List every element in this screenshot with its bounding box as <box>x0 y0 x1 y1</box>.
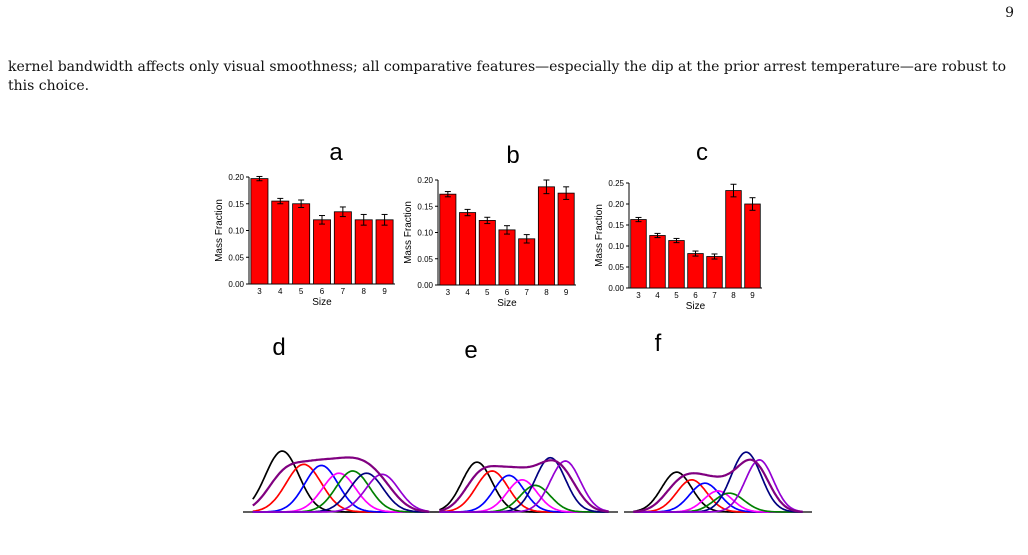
y-tick-label: 0.15 <box>608 221 624 230</box>
bar-c-5 <box>668 240 685 289</box>
y-tick-label: 0.05 <box>417 255 433 264</box>
bar-c-6 <box>687 253 704 289</box>
x-axis-title: Size <box>312 297 332 308</box>
x-tick-label: 7 <box>524 288 529 297</box>
y-tick-label: 0.20 <box>417 176 433 185</box>
x-tick-label: 9 <box>382 287 387 296</box>
bar-a-7 <box>333 211 352 285</box>
y-tick-label: 0.15 <box>417 202 433 211</box>
bar-a-5 <box>292 203 311 285</box>
component-curve-7 <box>633 459 803 513</box>
x-tick-label: 6 <box>505 288 510 297</box>
envelope-curve <box>252 456 430 513</box>
x-axis-title: Size <box>497 298 517 309</box>
panel-letter-b: b <box>506 142 519 169</box>
bar-a-3 <box>250 178 269 285</box>
panel-letter-f: f <box>655 330 662 357</box>
component-curve-5 <box>252 470 430 513</box>
bar-b-5 <box>478 220 496 286</box>
x-tick-label: 5 <box>299 287 304 296</box>
y-axis-title: Mass Fraction <box>403 201 414 264</box>
bar-c-7 <box>706 256 723 289</box>
y-tick-label: 0.00 <box>417 281 433 290</box>
y-tick-label: 0.10 <box>417 229 433 238</box>
x-tick-label: 4 <box>278 287 283 296</box>
x-tick-label: 8 <box>544 288 549 297</box>
x-tick-label: 9 <box>564 288 569 297</box>
y-axis-title: Mass Fraction <box>214 199 225 262</box>
bar-b-3 <box>439 193 457 286</box>
panel-letter-a: a <box>329 139 343 166</box>
component-curve-6 <box>439 456 609 513</box>
bar-c-4 <box>649 235 666 289</box>
y-tick-label: 0.00 <box>608 284 624 293</box>
x-tick-label: 3 <box>446 288 451 297</box>
y-tick-label: 0.15 <box>228 200 244 209</box>
panel-letter-d: d <box>272 334 285 361</box>
y-tick-label: 0.20 <box>608 200 624 209</box>
y-tick-label: 0.25 <box>608 179 624 188</box>
bar-b-4 <box>459 212 477 286</box>
bar-c-3 <box>630 219 647 289</box>
component-curve-6 <box>633 451 803 513</box>
x-tick-label: 5 <box>485 288 490 297</box>
x-tick-label: 7 <box>712 291 717 300</box>
bar-b-8 <box>537 186 555 286</box>
envelope-curve <box>633 458 803 513</box>
y-tick-label: 0.05 <box>608 263 624 272</box>
x-axis-title: Size <box>686 301 706 312</box>
bar-a-8 <box>354 219 373 285</box>
bar-b-6 <box>498 229 516 286</box>
x-tick-label: 4 <box>655 291 660 300</box>
x-tick-label: 6 <box>693 291 698 300</box>
x-tick-label: 4 <box>465 288 470 297</box>
bar-c-8 <box>725 190 742 289</box>
x-tick-label: 9 <box>750 291 755 300</box>
x-tick-label: 7 <box>341 287 346 296</box>
envelope-curve <box>439 459 609 513</box>
bar-a-9 <box>375 219 394 285</box>
panel-letter-c: c <box>696 139 708 166</box>
bar-c-9 <box>744 203 761 289</box>
bar-b-9 <box>557 192 575 286</box>
y-tick-label: 0.20 <box>228 173 244 182</box>
x-tick-label: 3 <box>257 287 262 296</box>
x-tick-label: 6 <box>320 287 325 296</box>
y-tick-label: 0.00 <box>228 280 244 289</box>
bar-a-4 <box>271 200 290 285</box>
bar-b-7 <box>518 238 536 286</box>
x-tick-label: 8 <box>361 287 366 296</box>
y-tick-label: 0.05 <box>228 253 244 262</box>
page-number: 9 <box>1005 5 1014 21</box>
y-axis-title: Mass Fraction <box>594 204 605 267</box>
component-curve-7 <box>252 473 430 513</box>
bar-a-6 <box>313 219 331 285</box>
y-tick-label: 0.10 <box>228 227 244 236</box>
x-tick-label: 8 <box>731 291 736 300</box>
x-tick-label: 3 <box>636 291 641 300</box>
panel-letter-e: e <box>464 337 477 364</box>
body-paragraph: kernel bandwidth affects only visual smo… <box>8 59 1007 94</box>
y-tick-label: 0.10 <box>608 242 624 251</box>
x-tick-label: 5 <box>674 291 679 300</box>
component-curve-7 <box>439 460 609 513</box>
